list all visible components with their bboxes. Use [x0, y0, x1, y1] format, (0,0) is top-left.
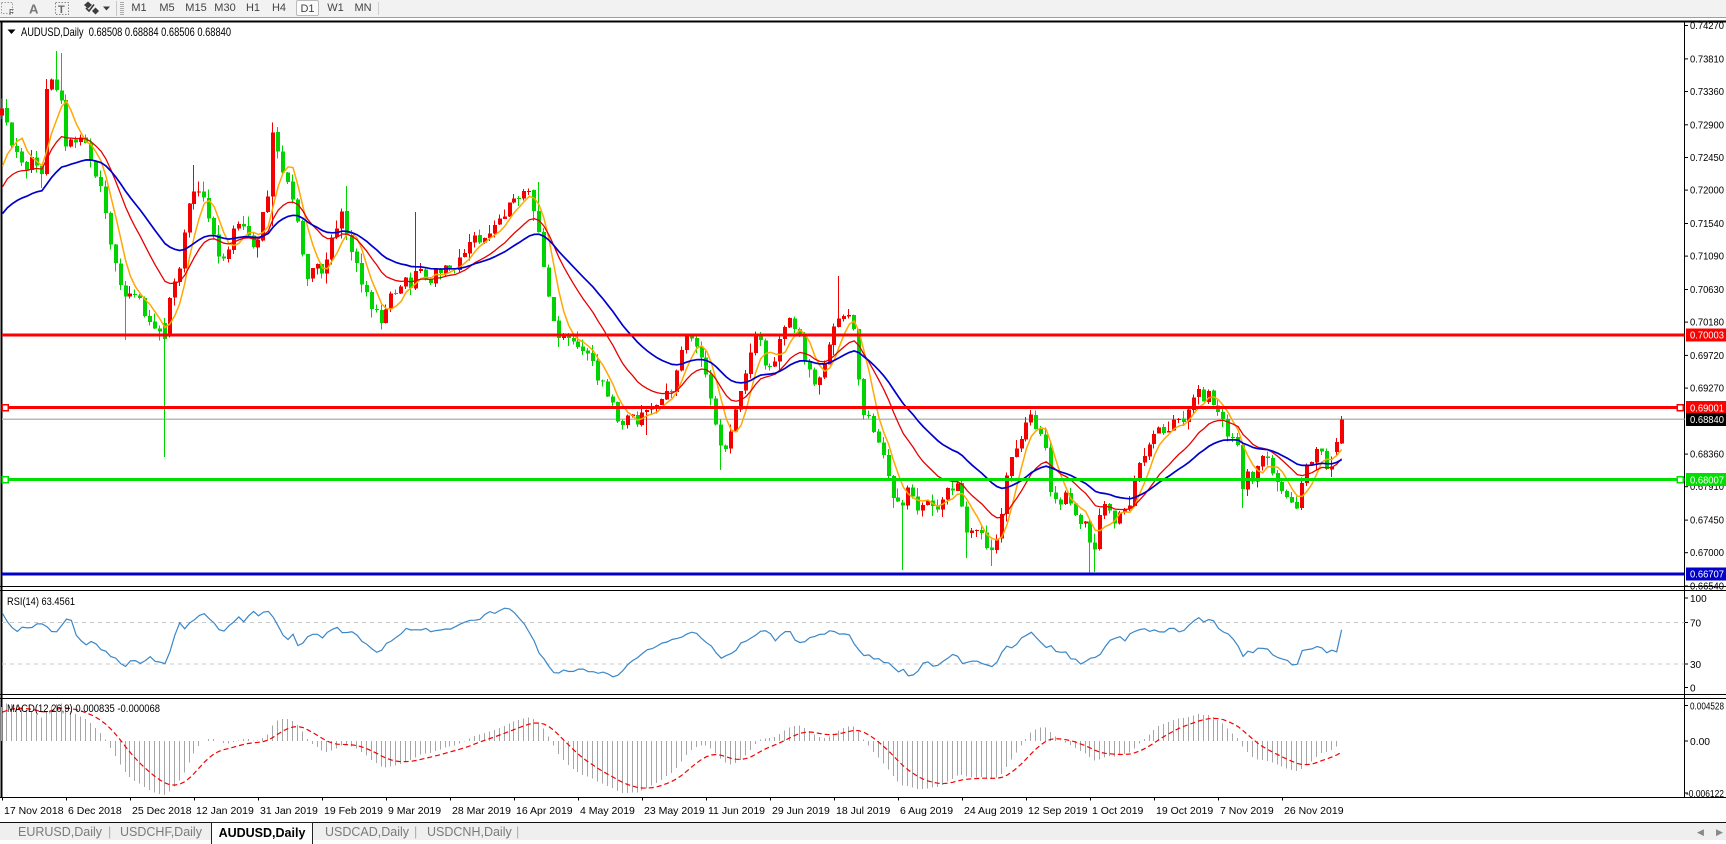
svg-text:0.72000: 0.72000 [1690, 186, 1724, 197]
svg-text:9 Mar 2019: 9 Mar 2019 [388, 805, 441, 817]
svg-text:0.71540: 0.71540 [1690, 219, 1724, 230]
svg-text:0.72900: 0.72900 [1690, 120, 1724, 131]
svg-text:23 May 2019: 23 May 2019 [644, 805, 705, 817]
svg-text:24 Aug 2019: 24 Aug 2019 [964, 805, 1023, 817]
svg-text:70: 70 [1690, 618, 1702, 629]
svg-text:0.69720: 0.69720 [1690, 351, 1724, 362]
svg-text:12 Jan 2019: 12 Jan 2019 [196, 805, 254, 817]
svg-text:0.67450: 0.67450 [1690, 516, 1724, 527]
svg-text:0: 0 [1690, 683, 1696, 694]
svg-text:0.69001: 0.69001 [1690, 403, 1724, 414]
svg-text:F: F [9, 8, 14, 17]
svg-text:0.67910: 0.67910 [1690, 482, 1724, 493]
svg-text:6 Aug 2019: 6 Aug 2019 [900, 805, 953, 817]
svg-text:12 Sep 2019: 12 Sep 2019 [1028, 805, 1088, 817]
svg-text:1 Oct 2019: 1 Oct 2019 [1092, 805, 1144, 817]
svg-text:30: 30 [1690, 660, 1702, 671]
svg-text:0.66540: 0.66540 [1690, 582, 1724, 593]
svg-text:100: 100 [1690, 594, 1707, 605]
svg-text:0.70630: 0.70630 [1690, 285, 1724, 296]
svg-text:0.74270: 0.74270 [1690, 21, 1724, 32]
svg-text:0.67000: 0.67000 [1690, 548, 1724, 559]
svg-text:MACD(12,26,9) 0.000835 -0.0000: MACD(12,26,9) 0.000835 -0.000068 [7, 703, 160, 715]
svg-text:19 Oct 2019: 19 Oct 2019 [1156, 805, 1213, 817]
svg-text:0.73810: 0.73810 [1690, 54, 1724, 65]
svg-text:7 Nov 2019: 7 Nov 2019 [1220, 805, 1274, 817]
svg-text:0.70180: 0.70180 [1690, 318, 1724, 329]
svg-text:0.70003: 0.70003 [1690, 331, 1724, 342]
svg-text:0.68007: 0.68007 [1690, 476, 1724, 487]
svg-text:31 Jan 2019: 31 Jan 2019 [260, 805, 318, 817]
svg-text:26 Nov 2019: 26 Nov 2019 [1284, 805, 1344, 817]
svg-text:-0.006122: -0.006122 [1686, 789, 1724, 800]
svg-text:4 May 2019: 4 May 2019 [580, 805, 635, 817]
svg-text:A: A [29, 2, 39, 17]
svg-text:17 Nov 2018: 17 Nov 2018 [4, 805, 64, 817]
svg-text:0.66707: 0.66707 [1690, 570, 1724, 581]
svg-text:11 Jun 2019: 11 Jun 2019 [708, 805, 765, 817]
svg-text:0.72450: 0.72450 [1690, 153, 1724, 164]
svg-text:18 Jul 2019: 18 Jul 2019 [836, 805, 890, 817]
svg-text:0.73360: 0.73360 [1690, 87, 1724, 98]
svg-text:RSI(14) 63.4561: RSI(14) 63.4561 [7, 596, 75, 608]
svg-text:AUDUSD,Daily 0.68508 0.68884: AUDUSD,Daily 0.68508 0.68884 0.68506 0.6… [21, 25, 231, 39]
svg-text:T: T [58, 4, 65, 16]
svg-text:6 Dec 2018: 6 Dec 2018 [68, 805, 122, 817]
svg-text:19 Feb 2019: 19 Feb 2019 [324, 805, 383, 817]
svg-text:0.004528: 0.004528 [1690, 701, 1724, 712]
svg-text:0.71090: 0.71090 [1690, 252, 1724, 263]
svg-text:28 Mar 2019: 28 Mar 2019 [452, 805, 511, 817]
svg-text:0.68360: 0.68360 [1690, 450, 1724, 461]
svg-text:25 Dec 2018: 25 Dec 2018 [132, 805, 192, 817]
svg-text:16 Apr 2019: 16 Apr 2019 [516, 805, 573, 817]
svg-text:0.00: 0.00 [1690, 737, 1710, 748]
svg-text:29 Jun 2019: 29 Jun 2019 [772, 805, 830, 817]
svg-text:0.68840: 0.68840 [1690, 415, 1724, 426]
svg-text:0.69270: 0.69270 [1690, 384, 1724, 395]
